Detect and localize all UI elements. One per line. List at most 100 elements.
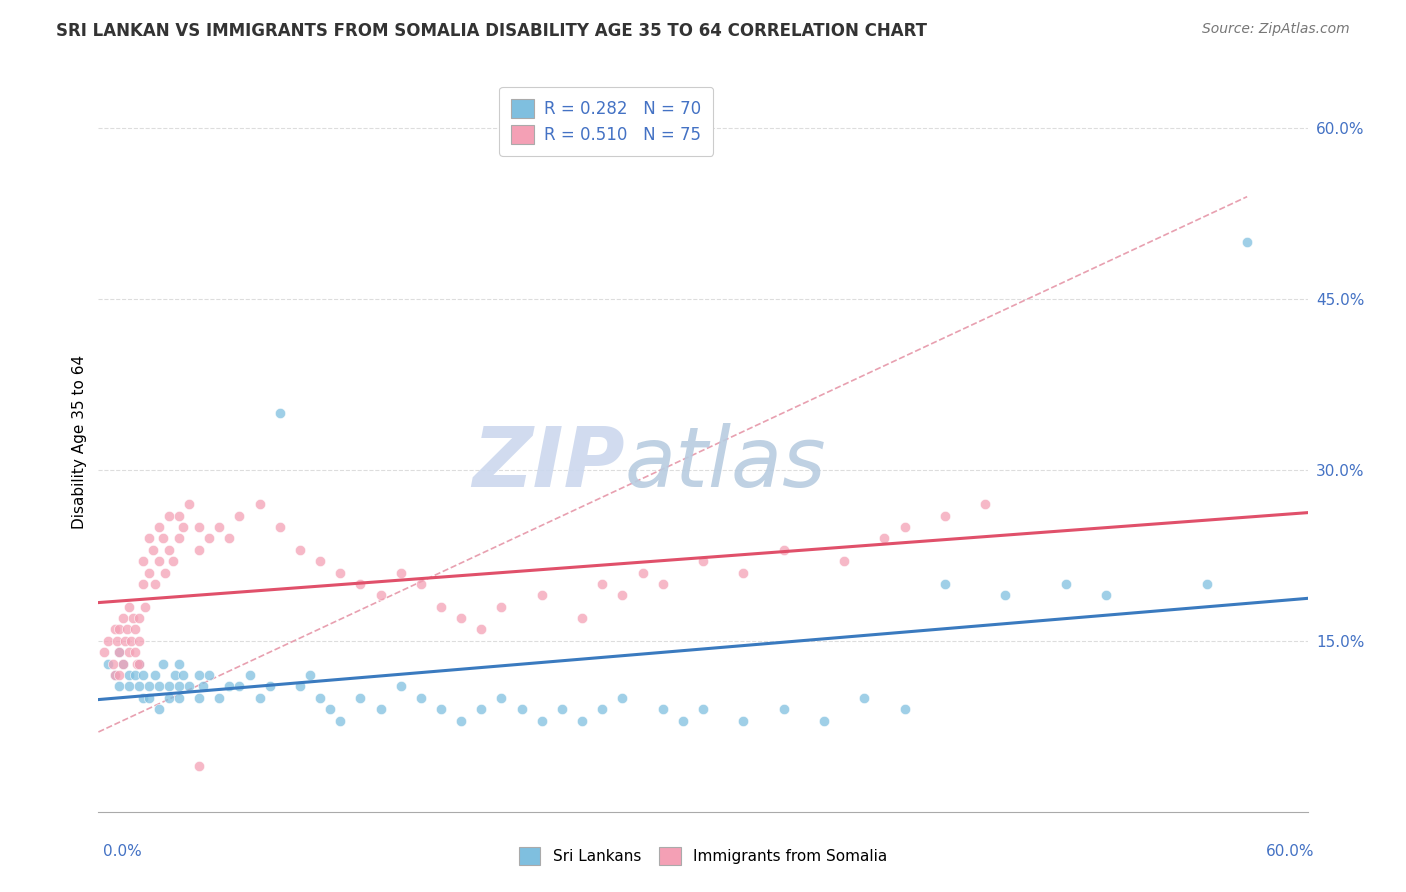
Point xyxy=(309,690,332,705)
Point xyxy=(132,577,155,591)
Point xyxy=(239,668,262,682)
Point xyxy=(153,566,176,580)
Point xyxy=(893,520,915,534)
Point xyxy=(163,668,186,682)
Point xyxy=(530,714,553,728)
Text: Source: ZipAtlas.com: Source: ZipAtlas.com xyxy=(1202,22,1350,37)
Point xyxy=(249,497,271,511)
Point xyxy=(118,668,141,682)
Point xyxy=(631,566,654,580)
Point xyxy=(188,690,211,705)
Text: ZIP: ZIP xyxy=(472,423,624,504)
Point xyxy=(118,680,141,694)
Point xyxy=(733,714,755,728)
Point xyxy=(157,690,180,705)
Point xyxy=(349,690,371,705)
Point xyxy=(389,680,412,694)
Point xyxy=(288,680,311,694)
Text: 60.0%: 60.0% xyxy=(1267,845,1315,859)
Point xyxy=(103,668,125,682)
Point xyxy=(934,577,956,591)
Point xyxy=(269,406,291,420)
Point xyxy=(491,690,513,705)
Point xyxy=(124,668,146,682)
Point xyxy=(111,611,134,625)
Point xyxy=(329,566,352,580)
Point xyxy=(188,759,211,773)
Point xyxy=(259,680,281,694)
Point xyxy=(853,690,876,705)
Point xyxy=(142,542,165,557)
Point xyxy=(612,588,634,602)
Point xyxy=(148,702,170,716)
Point xyxy=(101,657,124,671)
Legend: R = 0.282   N = 70, R = 0.510   N = 75: R = 0.282 N = 70, R = 0.510 N = 75 xyxy=(499,87,713,155)
Point xyxy=(167,508,190,523)
Point xyxy=(138,566,160,580)
Point xyxy=(370,702,392,716)
Point xyxy=(138,680,160,694)
Point xyxy=(107,668,129,682)
Point xyxy=(114,633,136,648)
Point xyxy=(269,520,291,534)
Point xyxy=(118,599,141,614)
Point xyxy=(934,508,956,523)
Point xyxy=(551,702,574,716)
Point xyxy=(450,714,472,728)
Point xyxy=(138,532,160,546)
Point xyxy=(591,577,613,591)
Point xyxy=(370,588,392,602)
Point xyxy=(97,657,120,671)
Point xyxy=(121,611,143,625)
Point xyxy=(188,542,211,557)
Point xyxy=(228,508,250,523)
Point xyxy=(148,554,170,568)
Point xyxy=(143,577,166,591)
Point xyxy=(571,611,593,625)
Point xyxy=(218,680,240,694)
Point xyxy=(118,645,141,659)
Point xyxy=(692,702,714,716)
Point xyxy=(107,645,129,659)
Point xyxy=(179,680,201,694)
Point xyxy=(124,645,146,659)
Point xyxy=(772,702,794,716)
Point xyxy=(188,668,211,682)
Point xyxy=(208,520,231,534)
Point xyxy=(692,554,714,568)
Point xyxy=(651,577,673,591)
Point xyxy=(157,542,180,557)
Point xyxy=(179,497,201,511)
Point xyxy=(148,520,170,534)
Point xyxy=(143,668,166,682)
Point xyxy=(107,680,129,694)
Y-axis label: Disability Age 35 to 64: Disability Age 35 to 64 xyxy=(72,354,87,529)
Point xyxy=(309,554,332,568)
Point xyxy=(813,714,835,728)
Point xyxy=(152,657,174,671)
Point xyxy=(319,702,342,716)
Point xyxy=(450,611,472,625)
Point xyxy=(157,680,180,694)
Point xyxy=(167,657,190,671)
Point xyxy=(974,497,997,511)
Point xyxy=(120,633,142,648)
Point xyxy=(470,623,492,637)
Point xyxy=(1236,235,1258,250)
Point xyxy=(208,690,231,705)
Point xyxy=(128,680,150,694)
Point xyxy=(198,668,221,682)
Point xyxy=(128,657,150,671)
Point xyxy=(1054,577,1077,591)
Point xyxy=(651,702,673,716)
Point xyxy=(115,623,138,637)
Point xyxy=(994,588,1017,602)
Point xyxy=(128,633,150,648)
Point xyxy=(124,623,146,637)
Point xyxy=(612,690,634,705)
Text: SRI LANKAN VS IMMIGRANTS FROM SOMALIA DISABILITY AGE 35 TO 64 CORRELATION CHART: SRI LANKAN VS IMMIGRANTS FROM SOMALIA DI… xyxy=(56,22,927,40)
Point xyxy=(198,532,221,546)
Point xyxy=(172,520,194,534)
Point xyxy=(128,657,150,671)
Point xyxy=(288,542,311,557)
